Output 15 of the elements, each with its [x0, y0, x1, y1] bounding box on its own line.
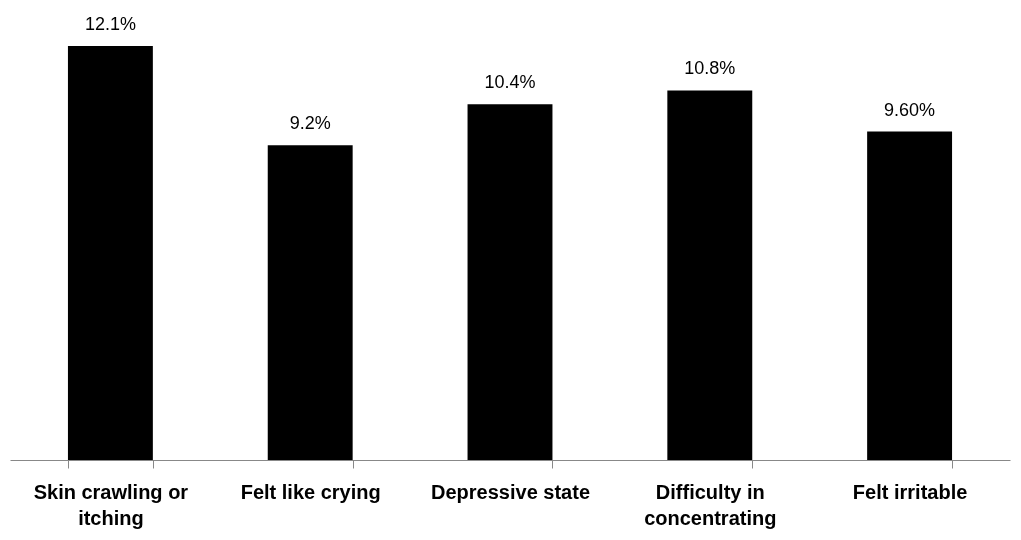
data-label: 9.2%	[289, 113, 331, 134]
x-tick-label: Felt like crying	[240, 480, 381, 503]
data-label: 10.4%	[484, 72, 536, 93]
x-tick-label: Depressive state	[431, 480, 590, 503]
bar	[267, 145, 353, 460]
data-label: 10.8%	[684, 58, 736, 79]
x-tick-label: Difficulty in concentrating	[644, 480, 777, 529]
x-tick-label: Felt irritable	[852, 480, 968, 503]
data-label: 12.1%	[84, 14, 136, 34]
bar	[467, 104, 553, 460]
x-tick-label: Skin crawling or itching	[33, 480, 189, 529]
data-label: 9.60%	[884, 99, 936, 120]
bar	[667, 90, 753, 460]
bar	[67, 46, 153, 460]
bar	[867, 131, 953, 460]
